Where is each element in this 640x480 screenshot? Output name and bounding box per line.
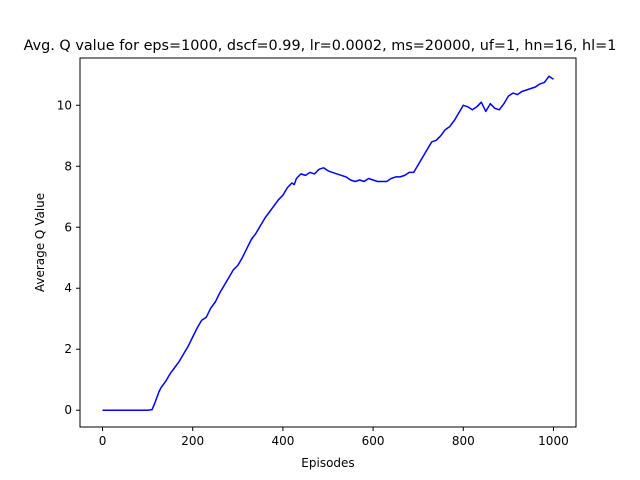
x-tick-label: 0 [99,434,107,448]
x-tick-label: 800 [452,434,475,448]
y-tick-label: 10 [57,98,72,112]
axis-ticks: 0 200 400 600 800 1000 0 2 4 6 8 10 [57,98,569,448]
y-tick-label: 0 [64,403,72,417]
plot-frame [79,57,577,428]
x-tick-label: 200 [181,434,204,448]
y-tick-label: 8 [64,159,72,173]
y-tick-label: 6 [64,220,72,234]
chart-title: Avg. Q value for eps=1000, dscf=0.99, lr… [24,38,617,54]
y-tick-label: 2 [64,342,72,356]
q-value-line [102,75,554,411]
x-axis-label: Episodes [301,456,354,470]
y-axis-label: Average Q Value [33,193,47,292]
x-tick-label: 400 [271,434,294,448]
x-tick-label: 1000 [538,434,569,448]
x-tick-label: 600 [362,434,385,448]
y-tick-label: 4 [64,281,72,295]
